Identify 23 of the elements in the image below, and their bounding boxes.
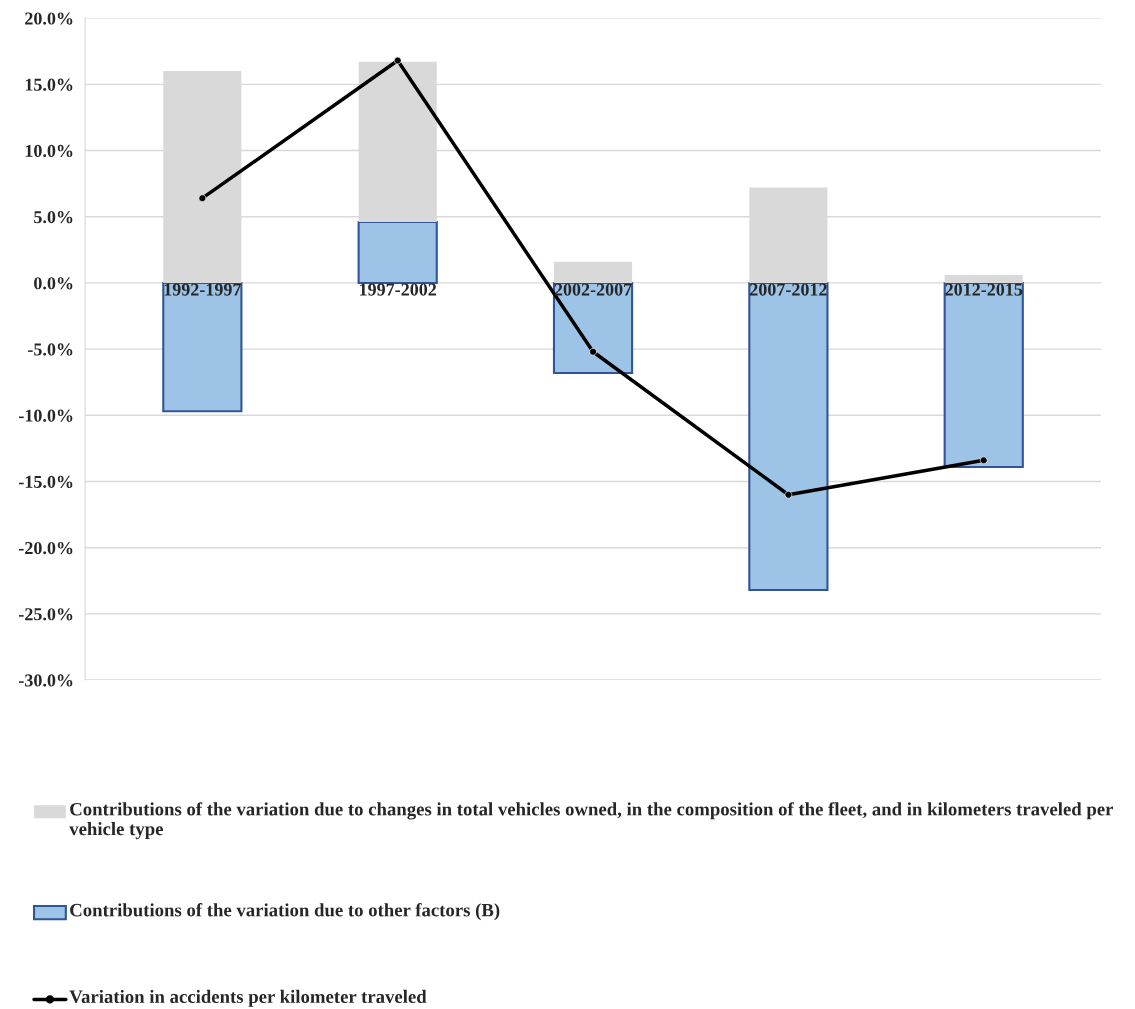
y-tick-label: 20.0% [25, 12, 73, 25]
y-tick-label: -15.0% [19, 475, 73, 489]
bar [552, 281, 634, 374]
legend-label: Contributions of the variation due to other factors (B) [70, 903, 500, 921]
y-tick-label: -25.0% [19, 608, 73, 621]
y-tick-label: -10.0% [19, 409, 73, 422]
x-tick-label: 1992-1997 [164, 283, 242, 296]
x-tick-label: 2012-2015 [945, 283, 1023, 296]
bar [162, 281, 243, 413]
y-tick-label: 0.0% [34, 277, 73, 290]
y-tick-label: 10.0% [25, 144, 73, 158]
legend-label: Variation in accidents per kilometer traveled [69, 989, 427, 1007]
y-tick-label: -20.0% [19, 541, 73, 555]
bar [748, 281, 829, 592]
y-tick-label: -5.0% [28, 343, 73, 356]
y-tick-label: 5.0% [34, 210, 73, 224]
legend-label: Contributions of the variation due to changes in total vehicles owned, in the composition of the fleet, and in kilometers traveled per vehicle type [69, 802, 1114, 840]
x-tick-label: 2007-2012 [750, 283, 827, 296]
bar [943, 281, 1024, 468]
y-tick-label: 15.0% [25, 78, 73, 91]
bar [357, 220, 438, 284]
x-tick-label: 1997-2002 [360, 283, 437, 296]
y-tick-label: -30.0% [19, 674, 73, 687]
